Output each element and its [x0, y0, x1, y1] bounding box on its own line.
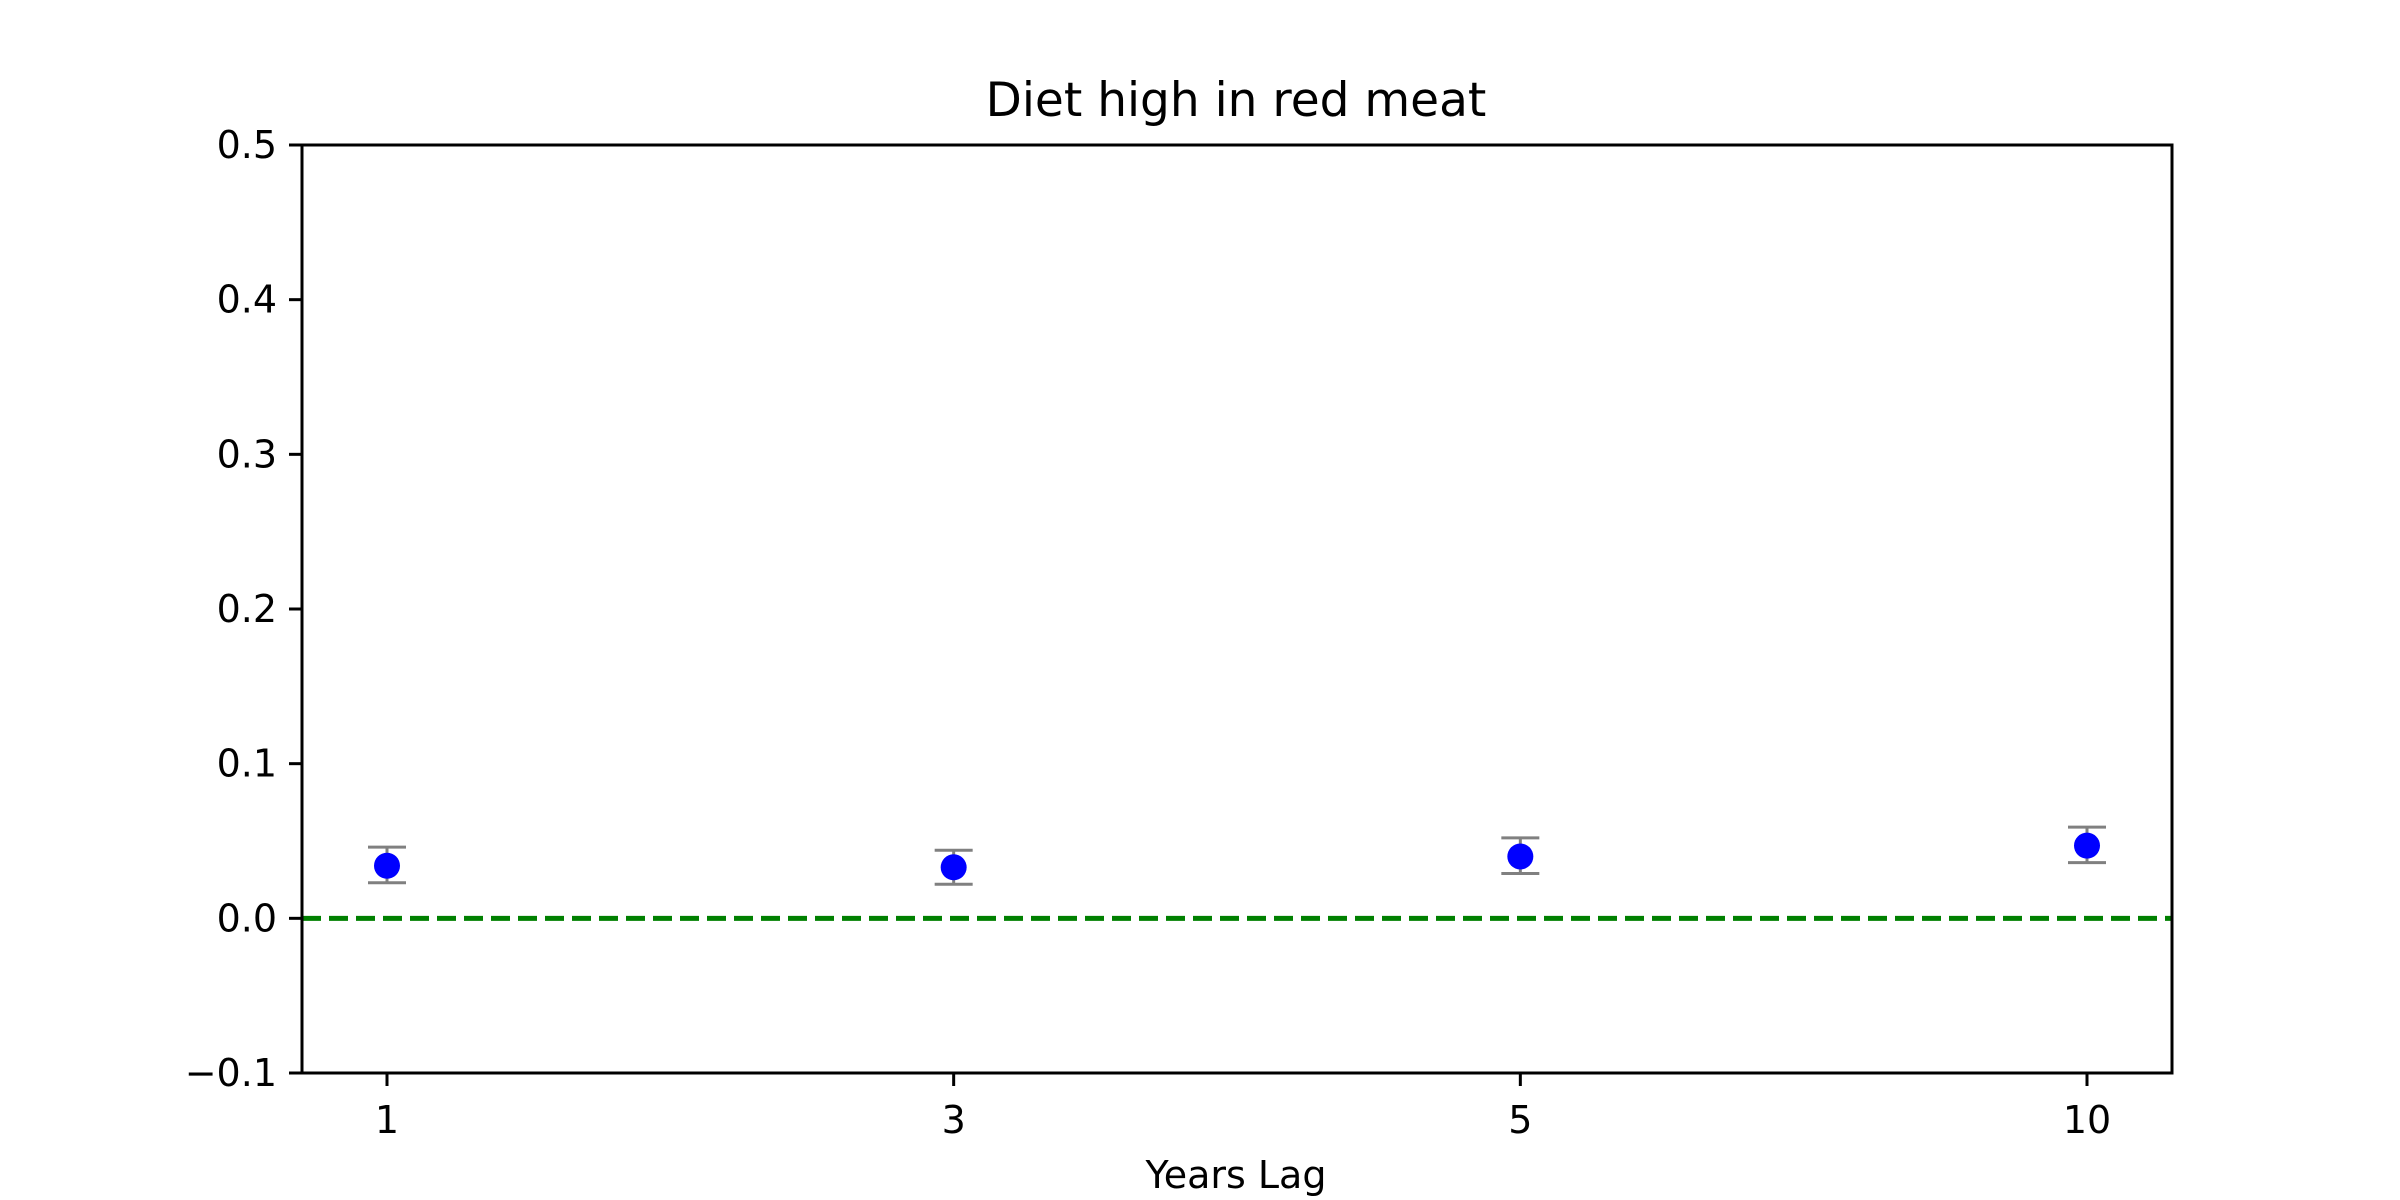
data-point [374, 852, 400, 879]
y-tick-label: 0.4 [217, 278, 277, 322]
x-tick-label: 5 [1508, 1098, 1532, 1142]
y-tick-label: 0.5 [217, 123, 277, 167]
x-tick-label: 3 [942, 1098, 966, 1142]
x-tick-label: 10 [2063, 1098, 2111, 1142]
y-tick-label: 0.0 [217, 896, 277, 940]
x-axis-title: Years Lag [1145, 1153, 1327, 1197]
y-tick-label: 0.1 [217, 742, 277, 786]
y-tick-label: 0.2 [217, 587, 277, 631]
x-tick-label: 1 [375, 1098, 399, 1142]
chart-title: Diet high in red meat [986, 73, 1487, 128]
data-point [1507, 843, 1534, 870]
y-tick-label: −0.1 [185, 1051, 277, 1095]
plot-area: −0.1 0.0 0.1 0.2 0.3 0.4 0.5 1 3 5 10 [185, 123, 2174, 1142]
data-point [940, 854, 967, 881]
data-point [2074, 832, 2100, 859]
y-tick-label: 0.3 [217, 432, 277, 476]
